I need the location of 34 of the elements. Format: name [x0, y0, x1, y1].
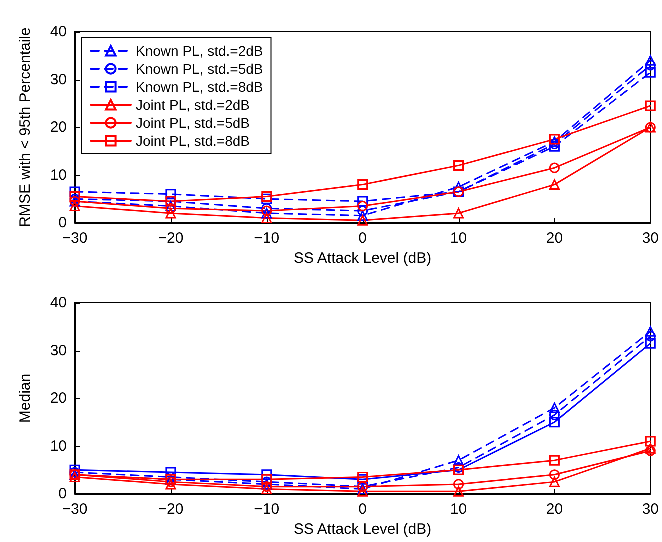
y-tick-label: 20 [50, 390, 67, 407]
x-tick-label: −30 [62, 501, 88, 518]
legend-label: Known PL, std.=5dB [136, 61, 264, 77]
x-tick-label: 30 [642, 501, 659, 518]
x-axis-title: SS Attack Level (dB) [294, 250, 432, 267]
y-tick-label: 10 [50, 166, 67, 184]
y-tick-label: 30 [50, 71, 67, 88]
x-tick-label: −20 [158, 501, 184, 518]
y-tick-label: 40 [50, 24, 67, 40]
x-tick-label: −30 [62, 230, 88, 247]
x-tick-label: 20 [546, 501, 564, 518]
x-tick-label: 10 [450, 230, 468, 247]
x-tick-label: 20 [546, 230, 564, 247]
y-tick-label: 10 [50, 438, 67, 455]
x-tick-label: 0 [358, 501, 367, 518]
x-tick-label: −10 [254, 501, 280, 518]
y-tick-label: 40 [50, 294, 67, 312]
x-tick-label: −20 [158, 230, 184, 247]
legend-label: Joint PL, std.=5dB [136, 115, 250, 131]
x-axis-title: SS Attack Level (dB) [294, 521, 432, 538]
x-tick-label: −10 [254, 230, 280, 247]
legend-label: Known PL, std.=8dB [136, 79, 264, 95]
legend-label: Joint PL, std.=2dB [136, 97, 250, 113]
y-tick-label: 20 [50, 119, 67, 136]
y-tick-label: 0 [58, 214, 67, 232]
y-tick-label: 0 [58, 486, 67, 502]
legend-label: Joint PL, std.=8dB [136, 133, 250, 149]
x-tick-label: 30 [642, 230, 659, 247]
legend-label: Known PL, std.=2dB [136, 43, 264, 59]
y-axis-title: Median [17, 374, 34, 424]
y-axis-title: RMSE with < 95th Percentaile [17, 28, 34, 228]
x-tick-label: 10 [450, 501, 468, 518]
y-tick-label: 30 [50, 342, 67, 360]
x-tick-label: 0 [358, 230, 367, 247]
